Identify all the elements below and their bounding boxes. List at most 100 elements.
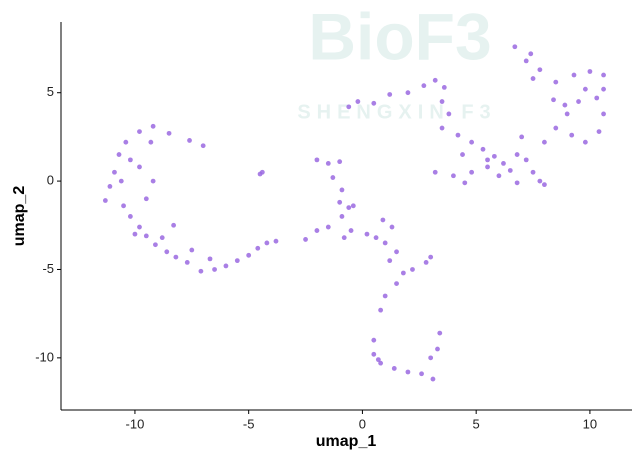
point [428,254,434,260]
point [173,254,179,260]
point [378,360,384,366]
point [184,260,190,265]
point [432,77,438,83]
point [562,102,568,108]
point [507,168,513,173]
point [421,83,427,89]
point [102,198,108,203]
point [143,196,149,202]
point [394,281,399,287]
point [469,139,475,145]
point [116,152,122,157]
point [519,134,525,140]
x-axis-title: umap_1 [316,433,377,450]
point [537,67,543,73]
point [400,270,406,276]
point [364,231,370,237]
point [150,178,156,184]
point [200,143,206,149]
point [469,169,475,175]
point [496,173,502,179]
point [341,235,347,241]
point [132,231,138,237]
point [373,235,379,241]
y-tick-label: 5 [47,84,54,99]
point [314,228,320,233]
x-tick-label: 5 [473,416,480,431]
point [355,99,361,104]
point [571,72,577,78]
x-tick-label: 10 [583,416,597,431]
point [394,249,399,255]
point [391,366,397,371]
point [255,245,261,251]
point [501,161,506,166]
point [380,217,386,223]
point [223,263,229,269]
point [451,173,456,179]
point [480,146,486,152]
point [428,355,434,361]
point [514,180,520,186]
point [150,123,156,129]
point [337,159,343,165]
point [423,260,429,265]
point [166,130,172,136]
point [596,129,602,134]
point [112,169,117,175]
point [523,58,529,64]
point [375,357,381,363]
point [439,99,445,104]
point [371,100,377,106]
point [551,97,556,103]
point [405,90,411,96]
point [273,238,279,244]
point [264,240,270,246]
y-axis-title: umap_2 [11,186,28,247]
point [137,129,142,134]
y-tick-label: 0 [47,173,54,188]
watermark-subtitle: SHENGXIN F3 [297,101,496,123]
point [601,72,606,78]
watermark: BioF3 [308,0,491,73]
y-tick-label: -10 [35,349,54,364]
x-tick-label: 0 [359,416,366,431]
point [576,99,581,104]
point [137,164,142,170]
point [405,369,411,375]
point [153,242,158,248]
point [430,376,436,382]
point [127,214,133,219]
point [339,187,345,193]
point [564,111,570,117]
point [542,139,547,145]
point [432,169,438,175]
point [378,307,384,313]
point [601,111,606,117]
point [159,235,165,241]
point [198,268,204,274]
point [118,178,124,184]
point [137,224,142,230]
point [419,371,424,377]
point [259,169,265,175]
point [441,85,447,90]
point [569,132,575,138]
point [485,157,490,163]
point [512,44,518,50]
point [325,161,331,166]
point [455,132,461,138]
point [439,125,445,131]
point [410,267,415,272]
point [346,205,352,211]
point [523,157,529,163]
point [382,293,388,299]
point [171,222,177,228]
point [246,252,252,258]
x-tick-label: -10 [126,416,145,431]
point [389,224,395,230]
point [582,139,588,145]
point [143,233,149,239]
